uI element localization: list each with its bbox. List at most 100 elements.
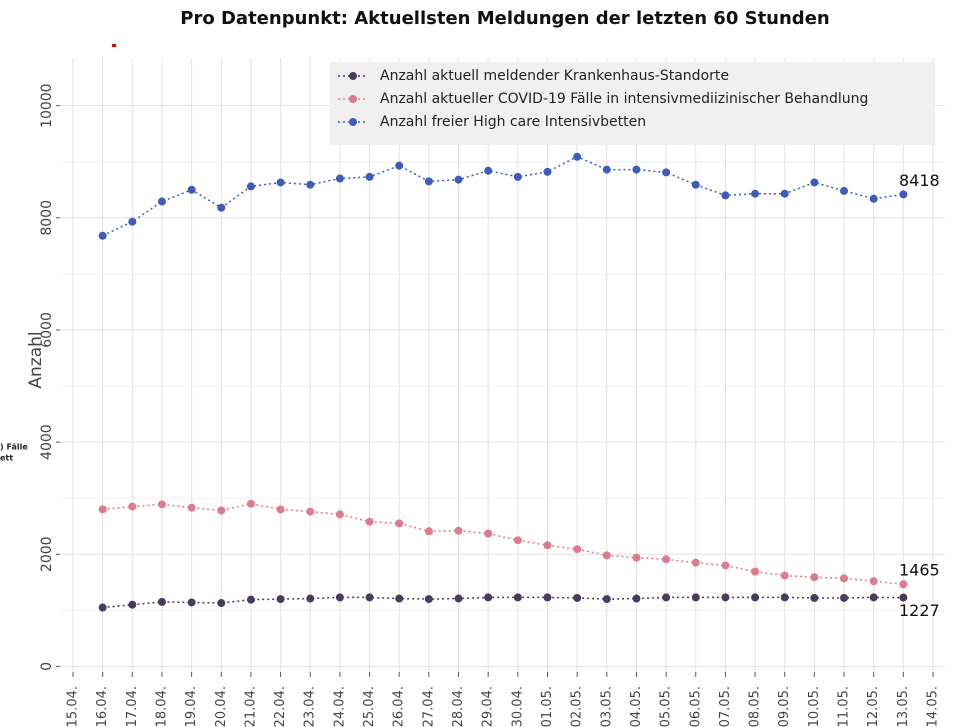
point: [217, 599, 226, 608]
point: [899, 190, 908, 199]
x-tick-label: 07.05.: [718, 686, 733, 727]
point: [424, 595, 433, 604]
point: [187, 185, 196, 194]
point: [335, 510, 344, 519]
chart-title: Pro Datenpunkt: Aktuellsten Meldungen de…: [180, 8, 829, 29]
point: [128, 502, 137, 511]
x-tick-label: 08.05.: [748, 686, 763, 727]
point: [662, 168, 671, 177]
x-tick-label: 14.05.: [926, 686, 941, 727]
point: [365, 593, 374, 602]
point: [98, 505, 107, 514]
point: [662, 593, 671, 602]
point: [484, 593, 493, 602]
x-tick-label: 05.05.: [659, 686, 674, 727]
point: [484, 529, 493, 538]
x-tick-label: 17.04.: [125, 686, 140, 727]
series-line: [102, 596, 904, 609]
point: [365, 172, 374, 181]
series-line: [102, 155, 904, 237]
legend-label: Anzahl freier High care Intensivbetten: [380, 114, 646, 130]
point: [840, 593, 849, 602]
point: [691, 180, 700, 189]
point: [513, 172, 522, 181]
x-tick-label: 21.04.: [243, 686, 258, 727]
point: [276, 505, 285, 514]
point: [869, 577, 878, 586]
point: [217, 506, 226, 515]
point: [751, 189, 760, 198]
point: [98, 603, 107, 612]
point: [810, 573, 819, 582]
point: [513, 536, 522, 545]
y-axis-label: Anzahl: [26, 331, 46, 388]
point: [454, 175, 463, 184]
y-tick-label: 0: [39, 662, 55, 671]
legend-marker: [349, 72, 357, 80]
point: [395, 161, 404, 170]
x-tick-label: 26.04.: [392, 686, 407, 727]
x-tick-label: 09.05.: [777, 686, 792, 727]
point: [157, 597, 166, 606]
x-tick-label: 03.05.: [599, 686, 614, 727]
end-label: 1465: [899, 561, 940, 580]
x-tick-label: 16.04.: [95, 686, 110, 727]
point: [543, 593, 552, 602]
x-tick-label: 19.04.: [184, 686, 199, 727]
legend-label: Anzahl aktueller COVID-19 Fälle in inten…: [380, 91, 868, 107]
annotation: ) Fälle: [0, 443, 28, 452]
point: [869, 593, 878, 602]
legend-marker: [349, 95, 357, 103]
point: [157, 500, 166, 509]
point: [513, 593, 522, 602]
x-tick-label: 10.05.: [807, 686, 822, 727]
point: [632, 594, 641, 603]
x-tick-label: 01.05.: [540, 686, 555, 727]
red-mark: [112, 44, 116, 47]
point: [98, 231, 107, 240]
point: [780, 571, 789, 580]
point: [721, 561, 730, 570]
y-tick-label: 4000: [39, 424, 55, 460]
y-tick-label: 2000: [39, 536, 55, 572]
x-tick-label: 15.04.: [66, 686, 81, 727]
point: [543, 167, 552, 176]
point: [395, 594, 404, 603]
point: [602, 595, 611, 604]
legend-box: [330, 62, 935, 145]
point: [276, 178, 285, 187]
point: [276, 595, 285, 604]
point: [632, 165, 641, 174]
point: [454, 594, 463, 603]
x-tick-label: 25.04.: [362, 686, 377, 727]
point: [335, 593, 344, 602]
x-tick-label: 13.05.: [896, 686, 911, 727]
point: [721, 593, 730, 602]
x-tick-label: 12.05.: [866, 686, 881, 727]
point: [899, 593, 908, 602]
x-tick-label: 30.04.: [510, 686, 525, 727]
point: [187, 598, 196, 607]
point: [810, 178, 819, 187]
point: [246, 499, 255, 508]
point: [840, 574, 849, 583]
x-tick-label: 29.04.: [481, 686, 496, 727]
point: [840, 186, 849, 195]
point: [543, 541, 552, 550]
point: [217, 203, 226, 212]
y-tick-label: 10000: [39, 83, 55, 128]
end-label: 8418: [899, 171, 940, 190]
point: [632, 553, 641, 562]
point: [751, 593, 760, 602]
point: [187, 503, 196, 512]
legend-marker: [349, 118, 357, 126]
x-tick-label: 11.05.: [837, 686, 852, 727]
point: [306, 180, 315, 189]
point: [306, 594, 315, 603]
point: [810, 593, 819, 602]
point: [573, 545, 582, 554]
x-tick-label: 23.04.: [303, 686, 318, 727]
point: [721, 191, 730, 200]
annotation: ett: [0, 454, 13, 463]
x-tick-label: 28.04.: [451, 686, 466, 727]
